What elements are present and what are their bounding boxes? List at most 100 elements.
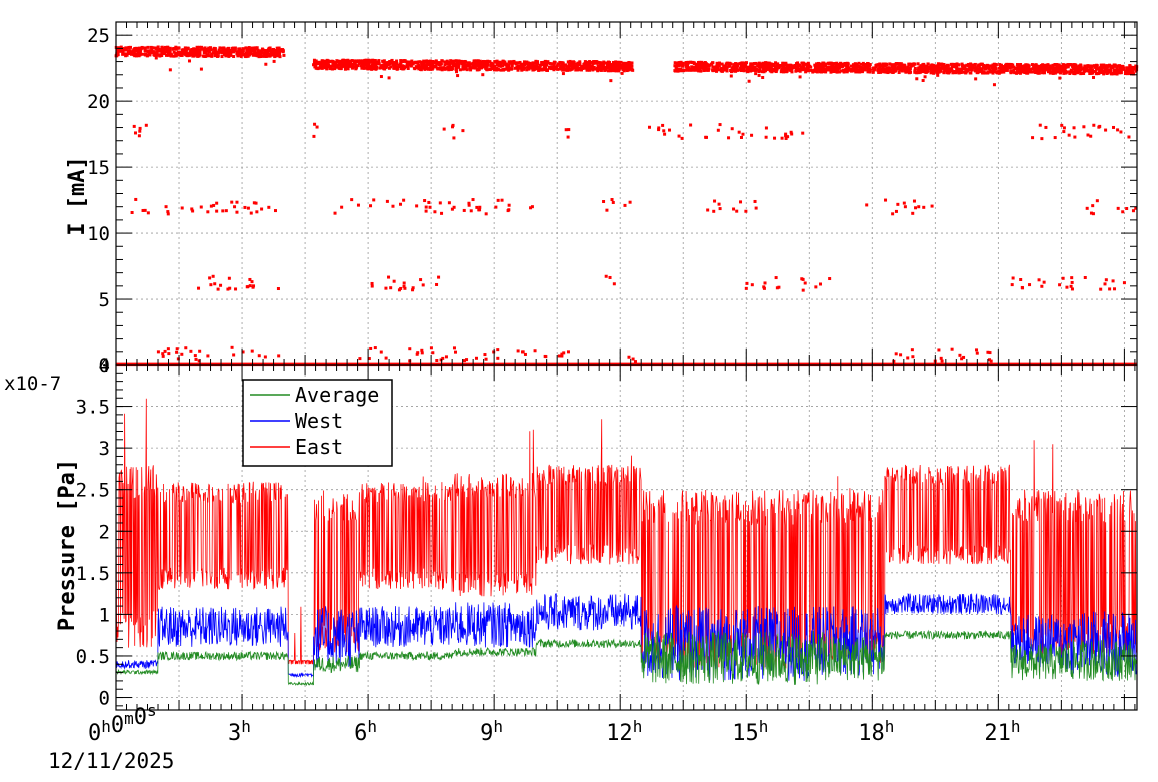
current-point <box>206 354 210 358</box>
current-point <box>124 46 128 50</box>
current-point <box>897 71 901 75</box>
current-point <box>402 284 406 288</box>
current-point <box>702 63 706 67</box>
current-point <box>821 68 825 72</box>
current-point <box>843 69 847 73</box>
current-point <box>1115 67 1119 71</box>
current-point <box>1070 69 1074 73</box>
current-point <box>1062 69 1066 73</box>
current-point <box>610 198 614 202</box>
current-point <box>422 61 426 65</box>
current-point <box>519 66 523 70</box>
current-point <box>839 69 843 73</box>
current-point <box>218 50 222 54</box>
current-point <box>206 210 210 214</box>
current-point <box>890 65 894 69</box>
current-point <box>156 45 160 49</box>
current-point <box>536 62 540 66</box>
current-point <box>235 200 239 204</box>
current-point <box>695 68 699 72</box>
current-point <box>1083 275 1087 279</box>
current-point <box>761 76 765 80</box>
current-point <box>533 349 537 353</box>
current-point <box>1109 69 1113 73</box>
current-point <box>243 205 247 209</box>
current-point <box>188 59 192 63</box>
current-point <box>566 350 570 354</box>
current-point <box>763 65 767 69</box>
current-point <box>1027 64 1031 68</box>
current-point <box>1125 70 1129 74</box>
current-point <box>604 274 608 278</box>
current-point <box>888 70 892 74</box>
current-point <box>320 63 324 67</box>
current-point <box>365 60 369 64</box>
current-point <box>696 61 700 65</box>
current-point <box>496 61 500 65</box>
current-point <box>461 129 465 133</box>
current-point <box>134 54 138 58</box>
current-point <box>1103 282 1107 286</box>
current-point <box>452 136 456 140</box>
current-point <box>1013 71 1017 75</box>
current-point <box>1125 66 1129 70</box>
current-point <box>272 59 276 63</box>
current-point <box>593 61 597 65</box>
current-point <box>1003 66 1007 70</box>
current-point <box>690 61 694 65</box>
current-point <box>774 276 778 280</box>
current-point <box>431 351 435 355</box>
current-point <box>413 67 417 71</box>
current-point <box>381 63 385 67</box>
current-point <box>755 67 759 71</box>
current-point <box>208 46 212 50</box>
current-point <box>732 207 736 211</box>
current-point <box>974 77 978 81</box>
current-point <box>1113 287 1117 291</box>
current-point <box>325 60 329 64</box>
current-point <box>499 68 503 72</box>
current-point <box>474 62 478 66</box>
current-point <box>371 64 375 68</box>
current-point <box>530 66 534 70</box>
current-point <box>973 62 977 66</box>
current-point <box>861 66 865 70</box>
current-point <box>894 209 898 213</box>
current-point <box>1116 64 1120 68</box>
current-point <box>257 55 261 59</box>
current-point <box>210 54 214 58</box>
current-point <box>535 65 539 69</box>
current-point <box>529 206 533 210</box>
current-point <box>469 62 473 66</box>
current-point <box>929 64 933 68</box>
current-point <box>282 53 286 57</box>
current-point <box>751 68 755 72</box>
current-point <box>497 60 501 64</box>
current-point <box>822 63 826 67</box>
current-point <box>663 132 667 136</box>
current-point <box>913 70 917 74</box>
current-point <box>733 63 737 67</box>
current-point <box>935 71 939 75</box>
current-point <box>154 47 158 51</box>
current-point <box>198 50 202 54</box>
current-point <box>516 68 520 72</box>
current-point <box>157 48 161 52</box>
current-point <box>1084 67 1088 71</box>
current-point <box>410 59 414 63</box>
current-point <box>327 63 331 67</box>
current-point <box>505 65 509 69</box>
current-point <box>888 62 892 66</box>
current-point <box>676 67 680 71</box>
current-point <box>1066 63 1070 67</box>
current-point <box>863 62 867 66</box>
current-point <box>678 68 682 72</box>
current-point <box>1104 128 1108 132</box>
current-point <box>224 209 228 213</box>
current-point <box>561 61 565 65</box>
current-point <box>602 200 606 204</box>
current-point <box>716 63 720 67</box>
current-point <box>355 60 359 64</box>
current-point <box>1134 206 1138 210</box>
current-point <box>765 67 769 71</box>
